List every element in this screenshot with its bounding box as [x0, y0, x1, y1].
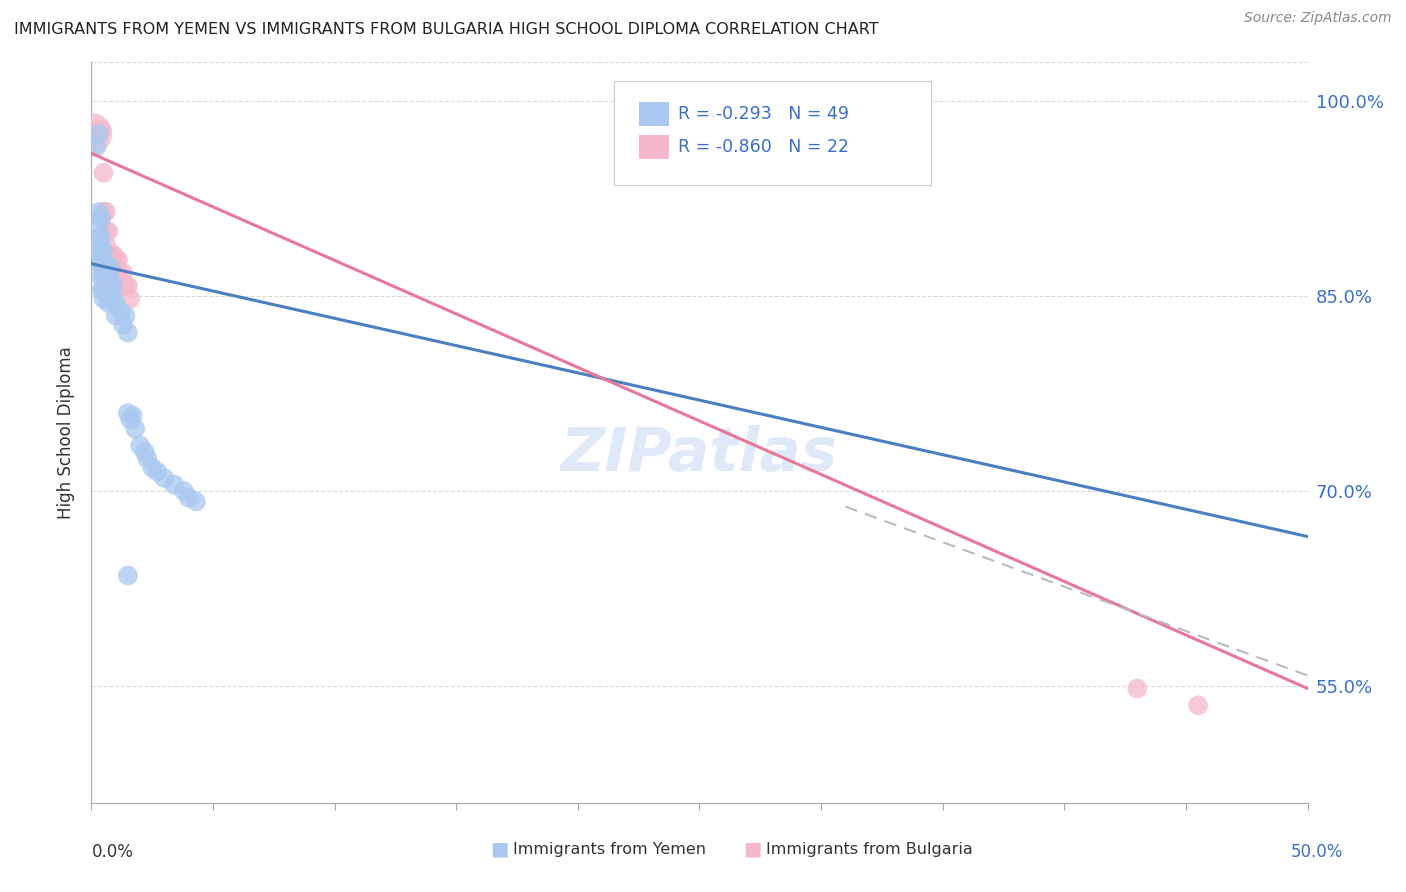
- Point: [117, 278, 139, 293]
- Point: [117, 406, 139, 420]
- Point: [100, 248, 122, 262]
- Point: [163, 477, 186, 491]
- Point: [90, 257, 112, 271]
- Point: [97, 224, 120, 238]
- Point: [80, 127, 103, 141]
- Text: Immigrants from Bulgaria: Immigrants from Bulgaria: [766, 842, 973, 856]
- Point: [97, 295, 120, 310]
- Point: [120, 292, 142, 306]
- Point: [84, 123, 107, 137]
- Point: [94, 269, 117, 284]
- Point: [93, 244, 115, 258]
- Point: [90, 269, 112, 284]
- Point: [90, 123, 112, 137]
- Point: [134, 445, 156, 459]
- Point: [129, 439, 152, 453]
- Point: [104, 309, 127, 323]
- FancyBboxPatch shape: [638, 135, 669, 159]
- Text: R = -0.860   N = 22: R = -0.860 N = 22: [678, 138, 849, 156]
- Point: [111, 318, 134, 332]
- Text: ZIPatlas: ZIPatlas: [561, 425, 838, 484]
- Text: IMMIGRANTS FROM YEMEN VS IMMIGRANTS FROM BULGARIA HIGH SCHOOL DIPLOMA CORRELATIO: IMMIGRANTS FROM YEMEN VS IMMIGRANTS FROM…: [14, 22, 879, 37]
- Point: [93, 166, 115, 180]
- Point: [100, 274, 122, 288]
- Point: [83, 847, 105, 862]
- Point: [90, 283, 112, 297]
- Point: [90, 211, 112, 226]
- FancyBboxPatch shape: [638, 103, 669, 126]
- Point: [111, 266, 134, 280]
- Point: [146, 465, 169, 479]
- Point: [93, 269, 115, 284]
- Point: [90, 231, 112, 245]
- Point: [84, 140, 107, 154]
- Point: [121, 409, 143, 423]
- Text: R = -0.293   N = 49: R = -0.293 N = 49: [678, 105, 849, 123]
- Point: [136, 451, 159, 466]
- Point: [87, 204, 110, 219]
- Point: [114, 309, 136, 323]
- Point: [184, 494, 207, 508]
- Point: [87, 218, 110, 232]
- Point: [117, 568, 139, 582]
- Point: [100, 263, 122, 277]
- Text: ■: ■: [742, 839, 762, 859]
- Text: Immigrants from Yemen: Immigrants from Yemen: [513, 842, 706, 856]
- Point: [94, 237, 117, 252]
- Point: [94, 224, 117, 238]
- Point: [93, 257, 115, 271]
- Point: [97, 286, 120, 301]
- Point: [103, 292, 125, 306]
- Point: [141, 460, 163, 475]
- Point: [94, 257, 117, 271]
- Point: [97, 274, 120, 288]
- Point: [87, 127, 110, 141]
- Point: [93, 292, 115, 306]
- Point: [93, 204, 115, 219]
- Point: [103, 248, 125, 262]
- Point: [93, 283, 115, 297]
- Point: [177, 491, 200, 505]
- Point: [107, 252, 129, 267]
- Point: [107, 266, 129, 280]
- Point: [100, 260, 122, 275]
- Point: [120, 412, 142, 426]
- Point: [104, 252, 127, 267]
- Y-axis label: High School Diploma: High School Diploma: [58, 346, 76, 519]
- Point: [87, 231, 110, 245]
- Point: [173, 484, 195, 499]
- Point: [90, 244, 112, 258]
- Text: 0.0%: 0.0%: [91, 843, 134, 861]
- Point: [114, 278, 136, 293]
- Point: [1126, 681, 1149, 696]
- Text: 50.0%: 50.0%: [1291, 843, 1343, 861]
- Point: [117, 326, 139, 340]
- Point: [104, 266, 127, 280]
- Text: ■: ■: [489, 839, 509, 859]
- Point: [153, 471, 176, 485]
- Text: Source: ZipAtlas.com: Source: ZipAtlas.com: [1244, 11, 1392, 25]
- Point: [87, 257, 110, 271]
- Point: [94, 204, 117, 219]
- Point: [104, 295, 127, 310]
- FancyBboxPatch shape: [614, 81, 931, 185]
- Point: [110, 305, 132, 319]
- Point: [1187, 698, 1209, 713]
- Point: [87, 244, 110, 258]
- Point: [124, 422, 146, 436]
- Point: [103, 278, 125, 293]
